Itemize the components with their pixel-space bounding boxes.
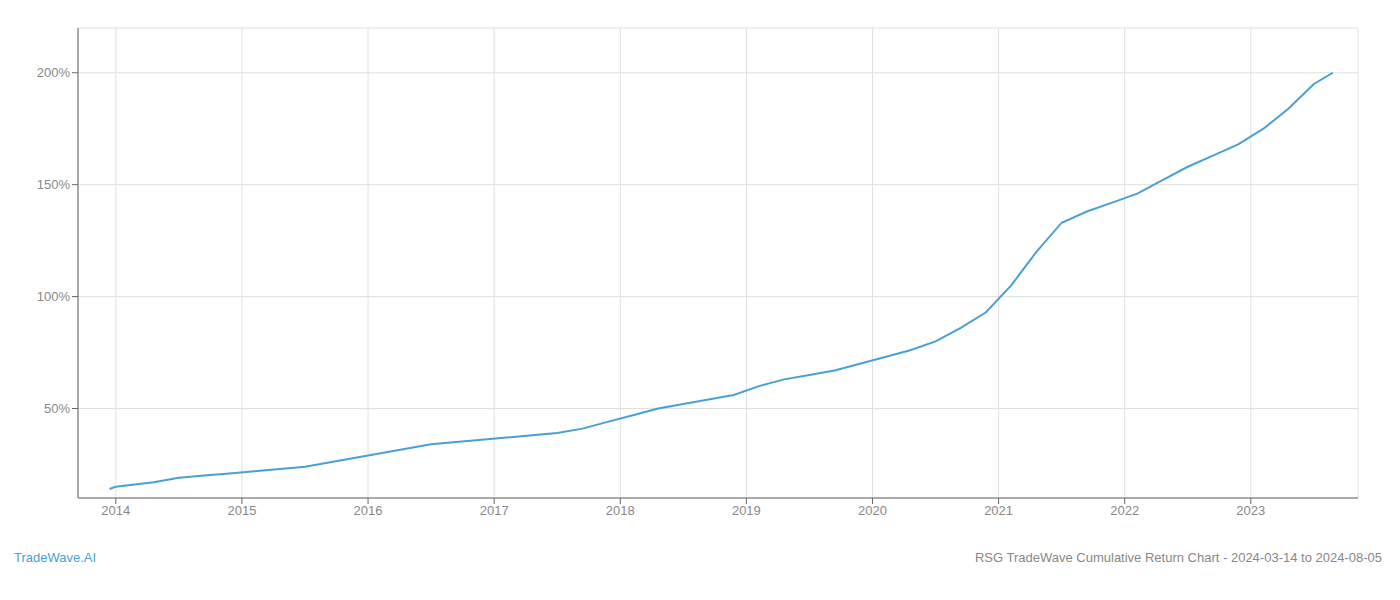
svg-text:200%: 200%	[37, 65, 71, 80]
svg-text:100%: 100%	[37, 289, 71, 304]
svg-text:2023: 2023	[1236, 503, 1265, 518]
svg-text:2018: 2018	[606, 503, 635, 518]
svg-text:2022: 2022	[1110, 503, 1139, 518]
svg-text:2014: 2014	[101, 503, 130, 518]
html-text:RSG TradeWave Cumulative Retur: RSG TradeWave Cumulative Return Chart - …	[974, 550, 1382, 565]
svg-text:2020: 2020	[858, 503, 887, 518]
svg-text:150%: 150%	[37, 177, 71, 192]
html-text:TradeWave.AI: TradeWave.AI	[14, 550, 97, 565]
svg-text:2019: 2019	[732, 503, 761, 518]
svg-text:2015: 2015	[227, 503, 256, 518]
svg-text:2017: 2017	[480, 503, 509, 518]
svg-text:2016: 2016	[354, 503, 383, 518]
svg-text:50%: 50%	[44, 401, 70, 416]
svg-text:2021: 2021	[984, 503, 1013, 518]
